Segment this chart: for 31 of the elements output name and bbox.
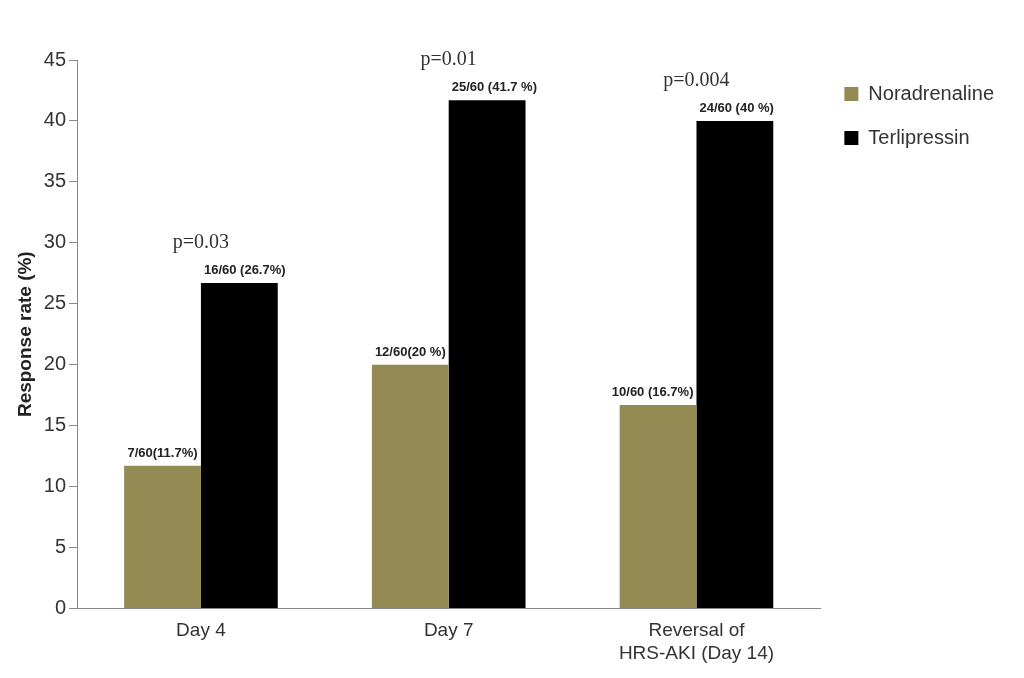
data-label: 12/60(20 %) xyxy=(374,343,446,359)
data-label: 10/60 (16.7%) xyxy=(611,383,694,399)
bar xyxy=(200,283,278,608)
data-label: 25/60 (41.7 %) xyxy=(451,79,537,95)
annotation: p=0.01 xyxy=(420,47,477,71)
bar xyxy=(124,465,201,608)
y-axis-title: Response rate (%) xyxy=(13,251,35,418)
y-tick-label: 30 xyxy=(43,230,67,253)
data-label: 7/60(11.7%) xyxy=(127,444,198,460)
y-tick-label: 10 xyxy=(43,474,67,497)
bar xyxy=(619,404,697,608)
legend-label: Noradrenaline xyxy=(868,81,995,104)
x-tick-label: Day 4 xyxy=(176,619,227,641)
annotation: p=0.004 xyxy=(663,68,730,92)
legend-label: Terlipressin xyxy=(868,125,970,148)
y-tick-label: 25 xyxy=(43,291,67,314)
annotation: p=0.03 xyxy=(172,230,230,254)
data-label: 24/60 (40 %) xyxy=(699,100,774,116)
y-tick-label: 20 xyxy=(43,352,67,375)
y-tick-label: 0 xyxy=(54,595,67,618)
data-label: 16/60 (26.7%) xyxy=(203,262,286,278)
y-tick-label: 5 xyxy=(54,534,67,557)
y-tick-label: 40 xyxy=(43,108,67,131)
y-tick-label: 45 xyxy=(43,47,67,70)
bar xyxy=(696,120,774,608)
bar xyxy=(371,364,449,608)
bar xyxy=(448,100,526,608)
x-tick-label: Day 7 xyxy=(423,619,474,641)
y-tick-label: 35 xyxy=(43,169,67,192)
y-tick-label: 15 xyxy=(43,413,67,436)
x-tick-label: Reversal of HRS-AKI (Day 14) xyxy=(618,619,775,663)
